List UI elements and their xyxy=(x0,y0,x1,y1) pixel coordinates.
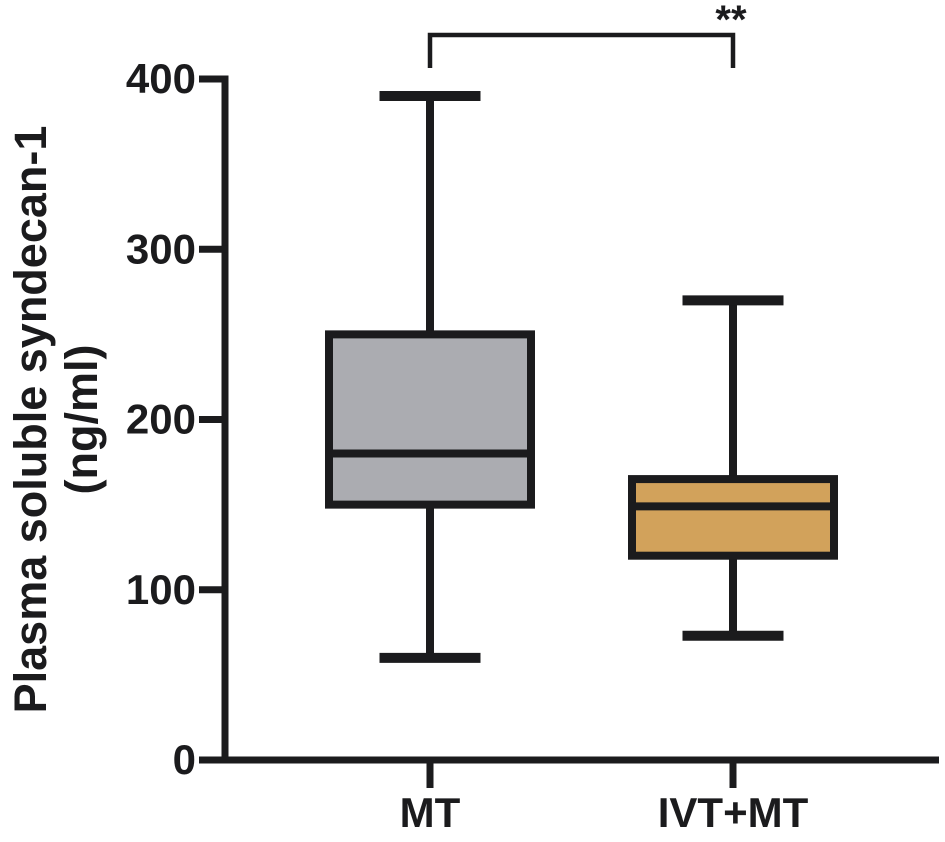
y-axis-tick-label: 0 xyxy=(173,736,196,783)
box-rect xyxy=(325,330,535,509)
significance-stars: ** xyxy=(715,0,747,42)
y-axis-title-line2: (ng/ml) xyxy=(56,345,107,495)
box-ivt-mt xyxy=(628,295,838,641)
y-axis-tick-label: 100 xyxy=(126,566,196,613)
box-mt xyxy=(325,91,535,663)
y-axis-tick-label: 300 xyxy=(126,225,196,272)
x-axis-category-label: MT xyxy=(400,789,461,836)
y-axis-tick-label: 200 xyxy=(126,396,196,443)
y-axis-title-line1: Plasma soluble syndecan-1 xyxy=(5,126,56,714)
box-rect xyxy=(628,475,838,560)
significance-bracket xyxy=(427,32,736,68)
y-axis-tick-label: 400 xyxy=(126,55,196,102)
x-axis-category-label: IVT+MT xyxy=(658,789,809,836)
